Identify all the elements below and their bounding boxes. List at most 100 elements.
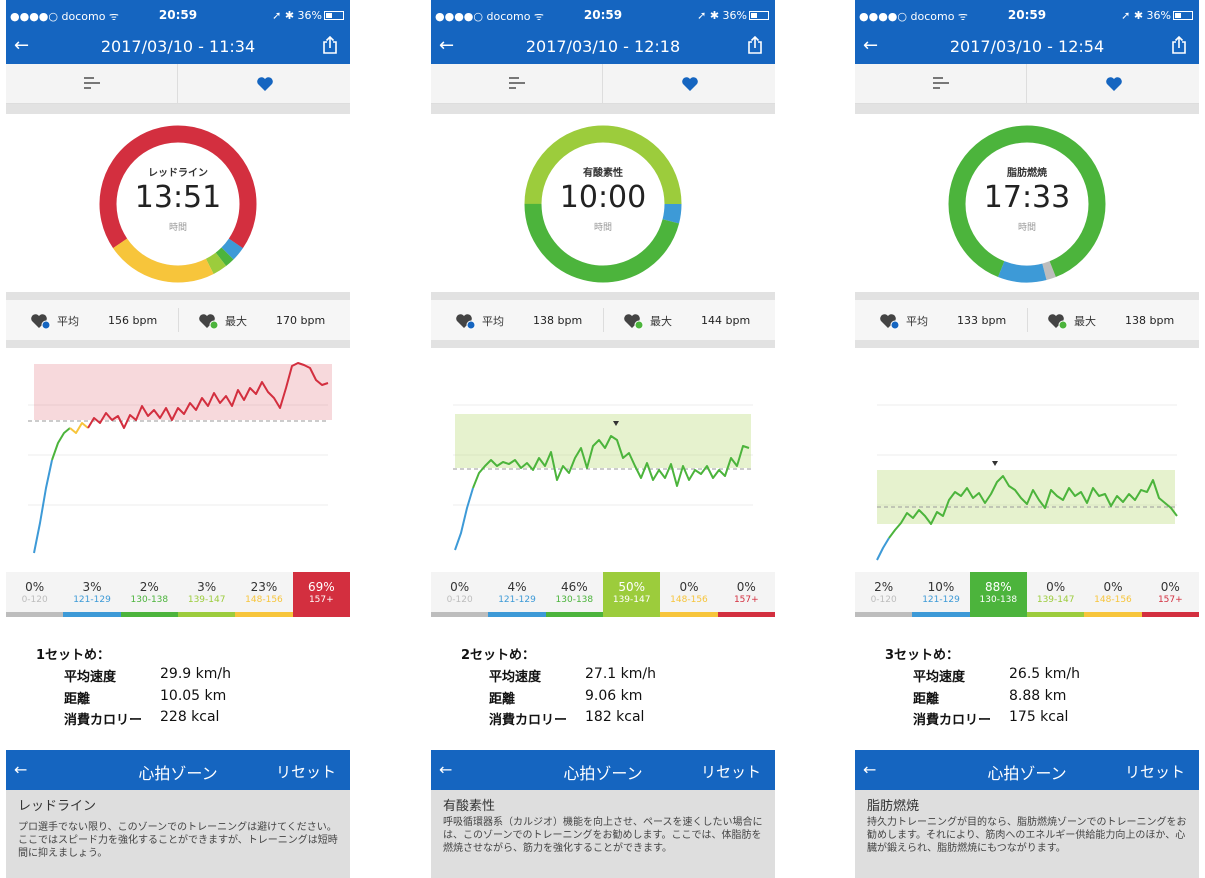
zone-cell: 2% 130-138 bbox=[120, 572, 178, 617]
zone-percent: 0% bbox=[736, 580, 756, 594]
zone-color-bar bbox=[717, 612, 775, 617]
back-arrow-icon[interactable]: ← bbox=[439, 35, 455, 56]
battery-indicator: ➚ ✱ 36% bbox=[697, 9, 769, 22]
zone-range: 121-129 bbox=[498, 595, 536, 605]
zone-range: 121-129 bbox=[922, 595, 960, 605]
zone-cell: 69% 157+ bbox=[292, 572, 350, 617]
zone-description: レッドラインプロ選手でない限り、このゾーンでのトレーニングは避けてください。ここ… bbox=[6, 790, 350, 878]
zone-percent: 0% bbox=[450, 580, 470, 594]
zone-name: レッドライン bbox=[148, 168, 208, 179]
target-zone-band bbox=[877, 470, 1175, 524]
reset-button[interactable]: リセット bbox=[1124, 763, 1185, 781]
zone-range: 0-120 bbox=[870, 595, 897, 605]
avg-heart-icon bbox=[31, 314, 51, 330]
heart-rate-line bbox=[876, 537, 890, 561]
avg-heart-icon bbox=[456, 314, 476, 330]
zone-percent: 0% bbox=[679, 580, 699, 594]
status-bar: ●●●●○ docomo ᯤ 20:59 ➚ ✱ 36% bbox=[6, 0, 350, 30]
zone-color-bar bbox=[855, 612, 913, 617]
bpm-stats-row: 平均 156 bpm 最大 170 bpm bbox=[6, 300, 350, 340]
zone-description-title: レッドライン bbox=[18, 799, 97, 814]
set-label: 3セットめ： bbox=[885, 648, 960, 663]
battery-icon bbox=[749, 11, 769, 20]
zone-description: 脂肪燃焼 持久力トレーニングが目的なら、脂肪燃焼ゾーンでのトレーニングをお勧めしま… bbox=[855, 790, 1199, 878]
zone-cell: 0% 148-156 bbox=[1084, 572, 1142, 617]
zone-breakdown: 0% 0-120 3% 121-129 2% 130-138 3% 139-147 23% 148… bbox=[6, 572, 350, 617]
zone-breakdown: 2% 0-120 10% 121-129 88% 130-138 0% 139-147 0% 14… bbox=[855, 572, 1199, 617]
zone-description-body: プロ選手でない限り、このゾーンでのトレーニングは避けてください。ここではスピード… bbox=[18, 822, 338, 859]
zone-color-bar bbox=[431, 612, 489, 617]
tab-summary[interactable] bbox=[855, 64, 1027, 104]
heart-rate-plot bbox=[28, 362, 332, 554]
avg-bpm: 156 bpm bbox=[108, 314, 158, 327]
zone-color-bar bbox=[1026, 612, 1085, 617]
zone-percent: 3% bbox=[197, 580, 217, 594]
avg-heart-icon bbox=[880, 314, 900, 330]
zone-range: 0-120 bbox=[21, 595, 48, 605]
set-summary: 2セットめ： 平均速度 27.1 km/h 距離 9.06 km 消費カロリー 182 kc… bbox=[431, 640, 775, 735]
heart-rate-line bbox=[69, 422, 89, 434]
heart-icon bbox=[257, 77, 273, 91]
back-arrow-icon[interactable]: ← bbox=[14, 35, 30, 56]
status-bar: ●●●●○ docomo ᯤ 20:59 ➚ ✱ 36% bbox=[431, 0, 775, 30]
summary-key: 距離 bbox=[489, 692, 516, 707]
status-time: 20:59 bbox=[583, 8, 623, 22]
back-arrow-icon[interactable]: ← bbox=[439, 760, 453, 779]
zone-color-bar bbox=[545, 612, 603, 617]
avg-label: 平均 bbox=[906, 315, 928, 328]
zone-cell: 0% 157+ bbox=[717, 572, 775, 617]
reset-button[interactable]: リセット bbox=[700, 763, 761, 781]
back-arrow-icon[interactable]: ← bbox=[863, 760, 877, 779]
back-arrow-icon[interactable]: ← bbox=[14, 760, 28, 779]
target-zone-band bbox=[455, 414, 751, 468]
zone-color-bar bbox=[235, 612, 293, 617]
zone-color-bar bbox=[912, 612, 970, 617]
duration-unit: 時間 bbox=[1017, 223, 1036, 233]
zone-range: 157+ bbox=[308, 595, 334, 605]
zone-cell: 4% 121-129 bbox=[488, 572, 546, 617]
divider bbox=[1027, 308, 1028, 332]
avg-label: 平均 bbox=[482, 315, 504, 328]
reset-button[interactable]: リセット bbox=[275, 763, 336, 781]
battery-label: ➚ ✱ 36% bbox=[272, 9, 322, 22]
summary-key: 距離 bbox=[64, 692, 91, 707]
summary-key: 距離 bbox=[913, 692, 940, 707]
zone-percent: 46% bbox=[560, 580, 588, 594]
summary-value: 228 kcal bbox=[160, 709, 220, 725]
tab-heart-rate[interactable] bbox=[603, 64, 775, 104]
zone-nav-bar: ← 心拍ゾーン リセット bbox=[431, 750, 775, 790]
zone-range: 148-156 bbox=[1094, 595, 1132, 605]
tab-summary[interactable] bbox=[431, 64, 603, 104]
battery-label: ➚ ✱ 36% bbox=[697, 9, 747, 22]
zone-percent: 4% bbox=[507, 580, 527, 594]
heart-rate-chart bbox=[6, 348, 350, 572]
zone-nav-bar: ← 心拍ゾーン リセット bbox=[855, 750, 1199, 790]
carrier-label: ●●●●○ docomo ᯤ bbox=[10, 10, 119, 23]
zone-color-bar bbox=[1084, 612, 1142, 617]
share-icon[interactable] bbox=[747, 36, 763, 54]
zone-cell: 0% 0-120 bbox=[6, 572, 64, 617]
summary-key: 平均速度 bbox=[913, 670, 966, 685]
summary-bars-icon bbox=[933, 77, 949, 89]
separator bbox=[6, 292, 350, 300]
tab-heart-rate[interactable] bbox=[1027, 64, 1199, 104]
max-bpm: 170 bpm bbox=[276, 314, 326, 327]
zone-range: 148-156 bbox=[670, 595, 708, 605]
share-icon[interactable] bbox=[1171, 36, 1187, 54]
carrier-label: ●●●●○ docomo ᯤ bbox=[435, 10, 544, 23]
zone-description-body: 持久力トレーニングが目的なら、脂肪燃焼ゾーンでのトレーニングをお勧めします。それ… bbox=[867, 817, 1187, 854]
back-arrow-icon[interactable]: ← bbox=[863, 35, 879, 56]
avg-label: 平均 bbox=[57, 315, 79, 328]
status-bar: ●●●●○ docomo ᯤ 20:59 ➚ ✱ 36% bbox=[855, 0, 1199, 30]
tab-summary[interactable] bbox=[6, 64, 178, 104]
target-zone-band bbox=[34, 364, 332, 420]
zone-range: 157+ bbox=[733, 595, 759, 605]
view-tabs bbox=[855, 64, 1199, 104]
tab-heart-rate[interactable] bbox=[178, 64, 350, 104]
heart-rate-chart bbox=[431, 348, 775, 572]
avg-bpm: 138 bpm bbox=[533, 314, 583, 327]
status-time: 20:59 bbox=[1007, 8, 1047, 22]
zone-percent: 50% bbox=[618, 580, 645, 594]
share-icon[interactable] bbox=[322, 36, 338, 54]
